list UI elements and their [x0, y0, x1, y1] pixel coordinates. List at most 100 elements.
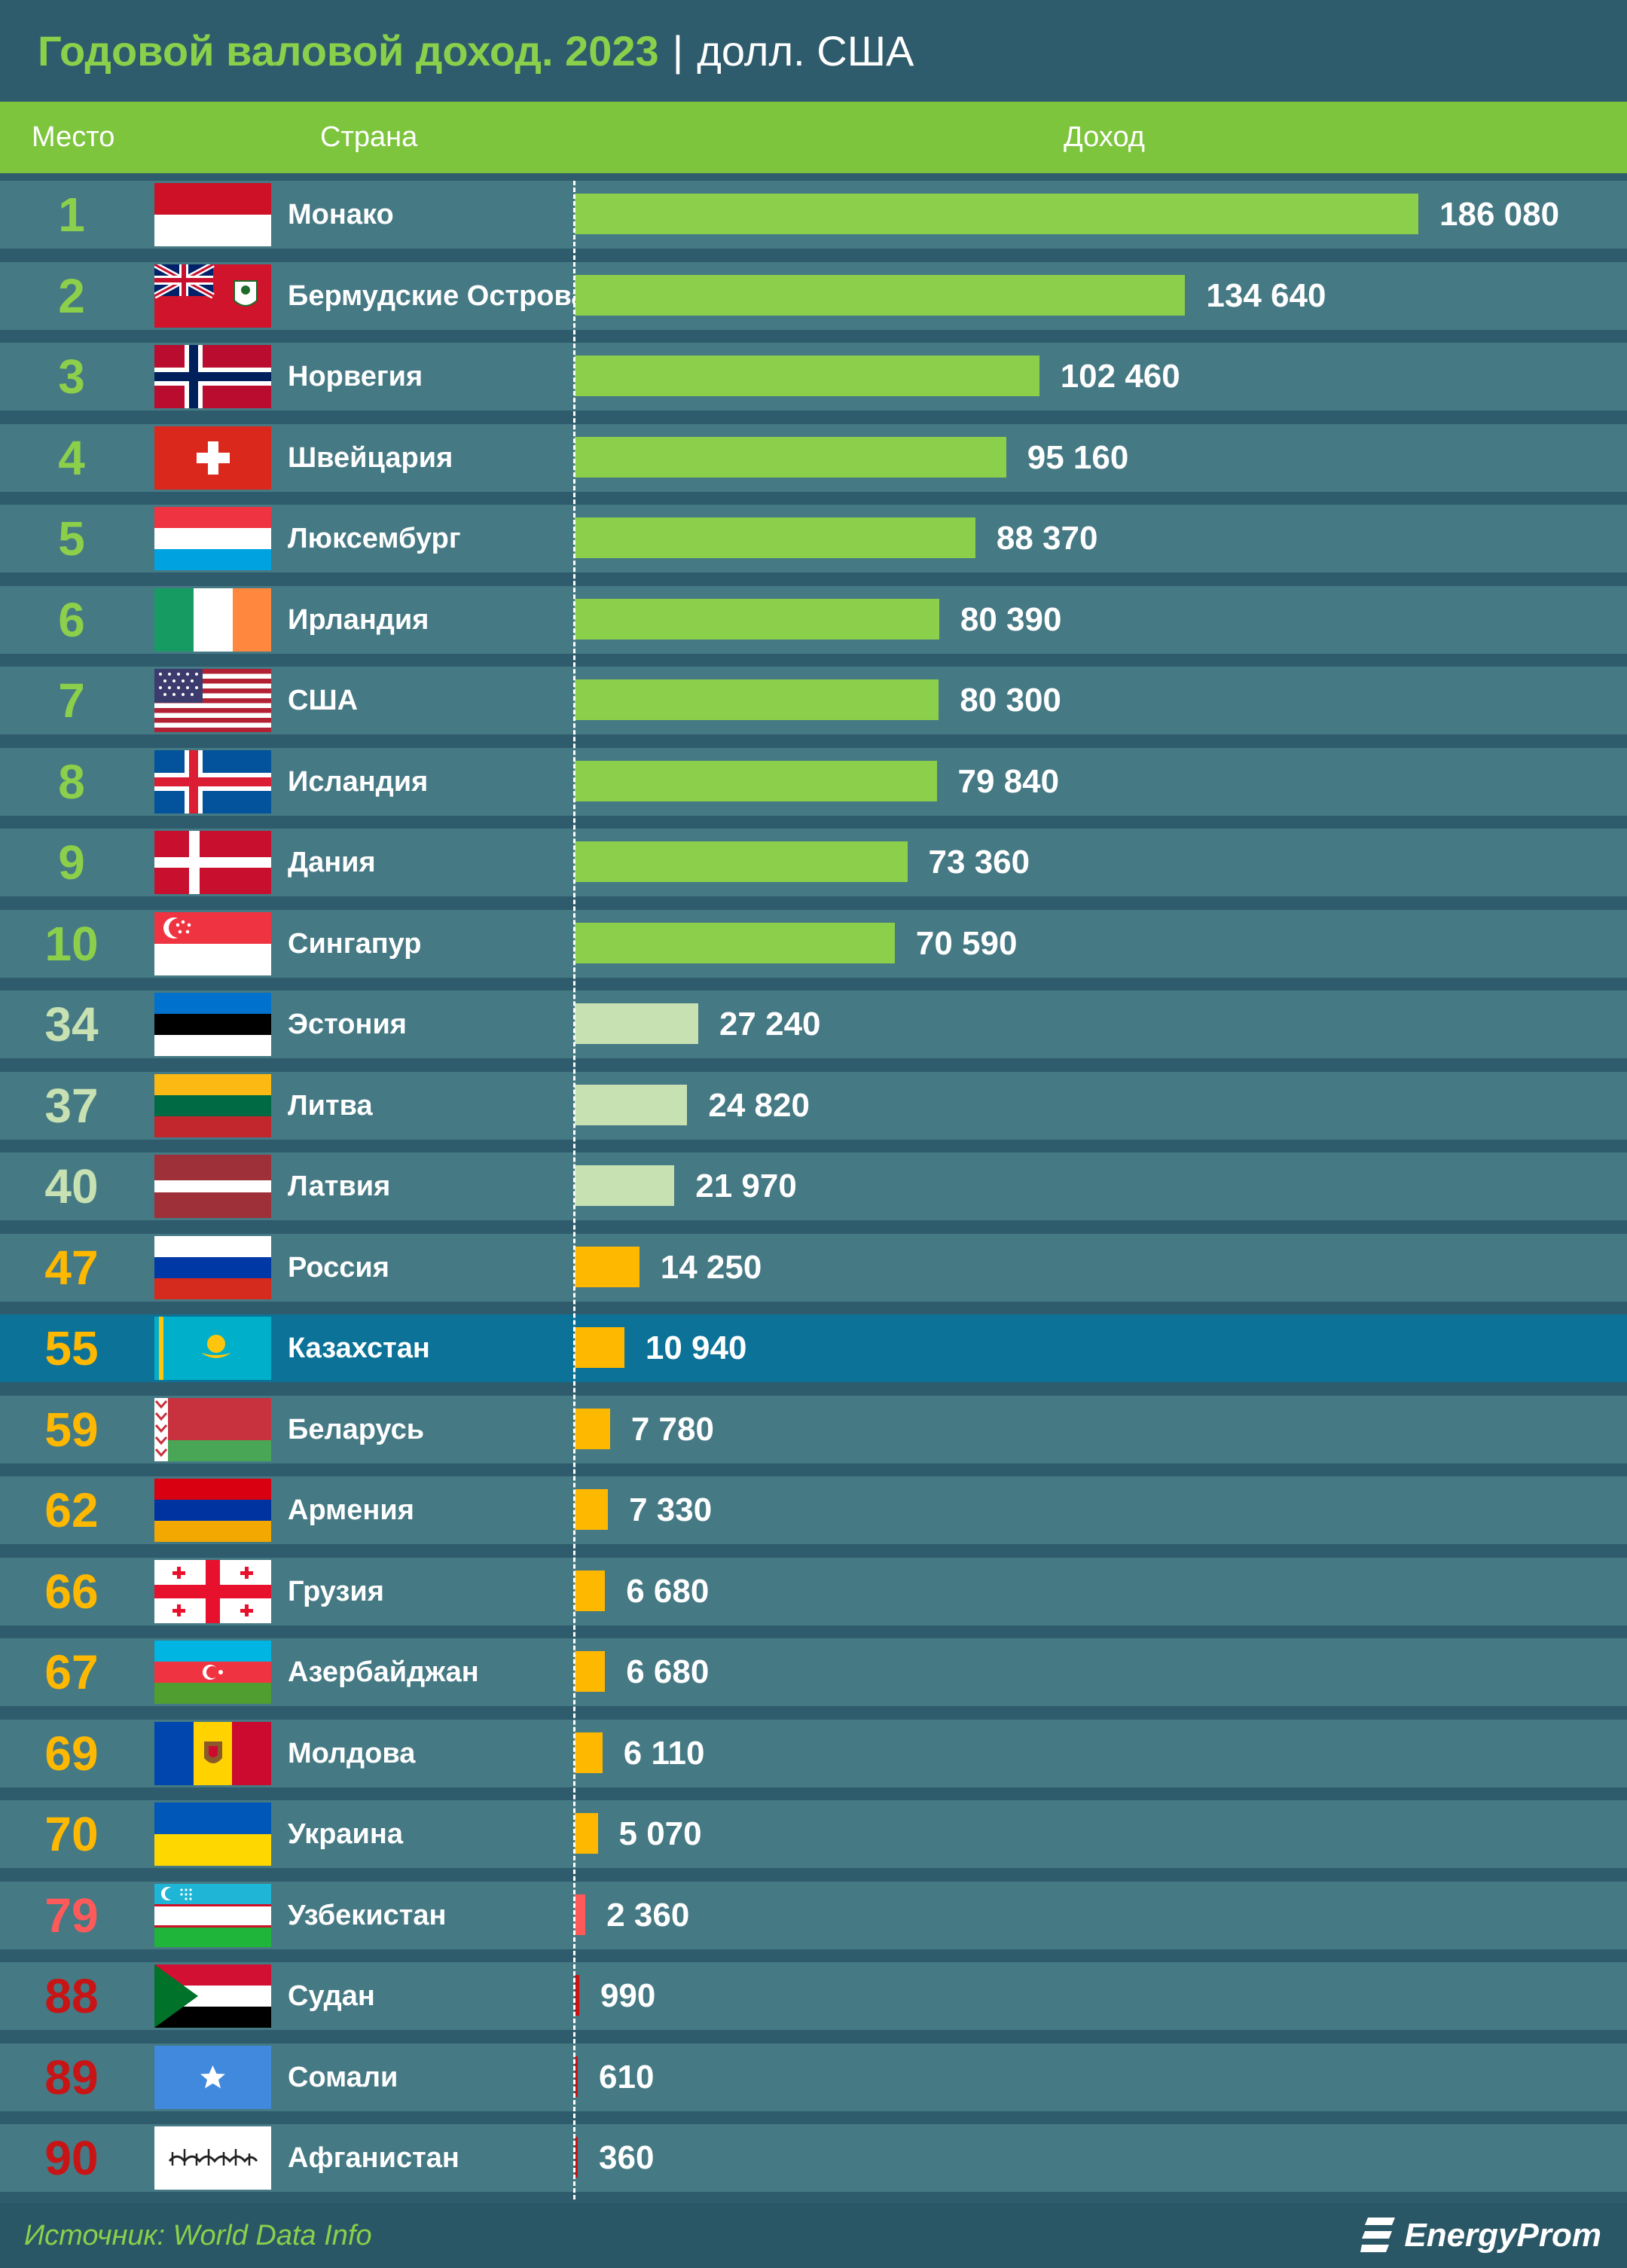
country-label: Исландия: [288, 765, 429, 798]
value-label: 2 360: [606, 1896, 690, 1934]
bar: [575, 1003, 698, 1044]
value-label: 186 080: [1439, 196, 1560, 233]
rank-label: 1: [58, 188, 85, 242]
country-label: Эстония: [288, 1009, 407, 1040]
bar: [575, 1894, 586, 1935]
table-row: 2 Бермудские Острова 134 640: [0, 261, 1627, 330]
table-row: 89 Сомали 610: [0, 2043, 1627, 2111]
table-row: 79 Узбекистан 2 360: [0, 1881, 1627, 1949]
rank-label: 69: [44, 1726, 99, 1781]
logo-text: EnergyProm: [1404, 2217, 1601, 2254]
norway-flag: [154, 345, 271, 408]
table-row: 6 Ирландия 80 390: [0, 585, 1627, 654]
rank-label: 9: [58, 835, 85, 890]
ukraine-flag: [154, 1802, 271, 1866]
table-row: 62 Армения 7 330: [0, 1476, 1627, 1544]
country-label: Армения: [288, 1494, 414, 1526]
bar: [575, 1327, 624, 1368]
value-label: 6 680: [626, 1572, 710, 1610]
table-row: 34 Эстония 27 240: [0, 991, 1627, 1058]
energyprom-logo: EnergyProm: [1360, 2203, 1601, 2268]
sudan-flag: [154, 1964, 271, 2028]
rank-label: 3: [58, 350, 85, 404]
header-rank: Место: [32, 121, 115, 153]
bar: [575, 1246, 640, 1287]
rank-label: 2: [58, 268, 85, 323]
rank-label: 34: [44, 997, 99, 1052]
value-label: 10 940: [645, 1329, 747, 1366]
header-country: Страна: [320, 121, 418, 153]
value-label: 80 300: [960, 682, 1061, 719]
bar: [575, 356, 1039, 396]
bar: [575, 1975, 579, 2016]
value-label: 360: [599, 2139, 655, 2176]
value-label: 610: [599, 2058, 655, 2096]
somalia-flag: [154, 2045, 271, 2109]
country-label: Судан: [288, 1980, 375, 2012]
value-label: 7 780: [630, 1410, 714, 1448]
country-label: Люксембург: [288, 523, 461, 554]
rank-label: 47: [44, 1240, 99, 1295]
table-row: 70 Украина 5 070: [0, 1800, 1627, 1868]
bar: [575, 1570, 606, 1611]
table-row: 69 Молдова 6 110: [0, 1719, 1627, 1787]
value-label: 6 110: [623, 1734, 705, 1772]
monaco-flag: [154, 183, 271, 246]
value-label: 5 070: [618, 1815, 702, 1852]
bar: [575, 2137, 578, 2178]
rank-label: 40: [44, 1159, 99, 1213]
rank-label: 55: [44, 1321, 99, 1375]
rank-label: 79: [44, 1888, 99, 1943]
country-label: Сингапур: [288, 927, 422, 960]
table-row: 59 Беларусь 7 780: [0, 1395, 1627, 1464]
singapore-flag: [154, 911, 271, 975]
footer: Источник: World Data Info EnergyProm: [0, 2203, 1627, 2268]
source-note: Источник: World Data Info: [24, 2220, 372, 2251]
energyprom-logo-icon: [1360, 2218, 1396, 2252]
rank-label: 10: [44, 916, 99, 971]
country-label: Дания: [288, 847, 376, 878]
luxembourg-flag: [154, 507, 271, 570]
rank-label: 89: [44, 2050, 99, 2105]
table-row: 55 Казахстан 10 940: [0, 1314, 1627, 1382]
bar: [575, 1651, 606, 1692]
value-label: 70 590: [915, 924, 1018, 962]
country-label: Азербайджан: [288, 1656, 479, 1688]
country-label: Монако: [288, 199, 394, 230]
afghanistan-flag: [154, 2126, 271, 2190]
bermuda-flag: [154, 264, 271, 328]
value-label: 21 970: [695, 1168, 797, 1204]
bar: [575, 194, 1418, 234]
rank-label: 66: [44, 1564, 99, 1619]
value-label: 88 370: [996, 520, 1098, 557]
country-label: Литва: [288, 1089, 373, 1122]
country-label: Узбекистан: [288, 1899, 447, 1931]
table-row: 1 Монако 186 080: [0, 181, 1627, 249]
bar: [575, 598, 939, 639]
country-label: Молдова: [288, 1737, 416, 1769]
value-label: 14 250: [660, 1248, 762, 1286]
country-label: Грузия: [288, 1575, 384, 1607]
kazakhstan-flag: [154, 1317, 271, 1380]
table-row: 10 Сингапур 70 590: [0, 909, 1627, 978]
table-row: 8 Исландия 79 840: [0, 747, 1627, 816]
country-label: США: [288, 685, 359, 716]
lithuania-flag: [154, 1073, 271, 1137]
country-label: Норвегия: [288, 361, 423, 392]
country-label: Ирландия: [288, 603, 429, 636]
bar: [575, 1165, 675, 1206]
value-label: 990: [600, 1977, 656, 2014]
rank-label: 4: [58, 430, 85, 485]
chart-title-main: Годовой валовой доход. 2023: [38, 27, 659, 75]
bar: [575, 1813, 598, 1854]
table-row: 47 Россия 14 250: [0, 1233, 1627, 1302]
country-label: Бермудские Острова: [288, 279, 588, 312]
value-label: 95 160: [1027, 438, 1129, 476]
bar: [575, 1489, 609, 1530]
table-row: 88 Судан 990: [0, 1962, 1627, 2030]
chart-title: Годовой валовой доход. 2023 | долл. США: [38, 0, 914, 102]
baseline-dashed-axis: [573, 181, 575, 2199]
iceland-flag: [154, 749, 271, 813]
table-row: 40 Латвия 21 970: [0, 1152, 1627, 1220]
value-label: 24 820: [708, 1086, 810, 1124]
